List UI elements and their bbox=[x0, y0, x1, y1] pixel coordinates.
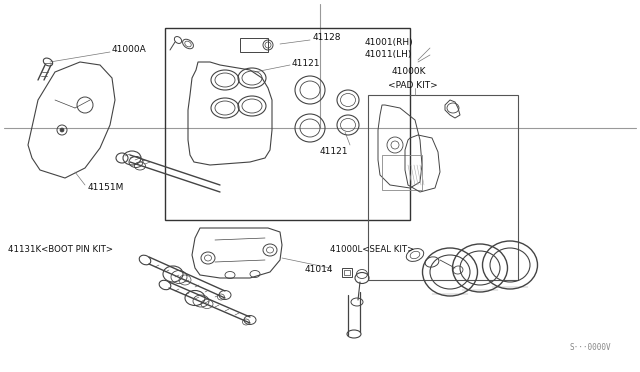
Text: 41000A: 41000A bbox=[112, 45, 147, 55]
Text: 41000L<SEAL KIT>: 41000L<SEAL KIT> bbox=[330, 246, 414, 254]
Text: 41131K<BOOT PIN KIT>: 41131K<BOOT PIN KIT> bbox=[8, 246, 113, 254]
Bar bbox=[342, 268, 352, 277]
Text: 41121: 41121 bbox=[292, 58, 321, 67]
Text: 41000K: 41000K bbox=[392, 67, 426, 77]
Bar bbox=[368, 95, 518, 280]
Text: 41121: 41121 bbox=[320, 148, 349, 157]
Text: S···0000V: S···0000V bbox=[570, 343, 612, 352]
Text: 41011(LH): 41011(LH) bbox=[365, 51, 412, 60]
Bar bbox=[165, 28, 410, 220]
Text: 41128: 41128 bbox=[313, 33, 342, 42]
Text: 41151M: 41151M bbox=[88, 183, 124, 192]
Circle shape bbox=[60, 128, 64, 132]
Bar bbox=[382, 155, 422, 190]
Text: 41014: 41014 bbox=[305, 266, 333, 275]
Text: <PAD KIT>: <PAD KIT> bbox=[388, 80, 438, 90]
Bar bbox=[240, 38, 268, 52]
Bar bbox=[344, 270, 350, 275]
Text: 41001(RH): 41001(RH) bbox=[365, 38, 413, 46]
